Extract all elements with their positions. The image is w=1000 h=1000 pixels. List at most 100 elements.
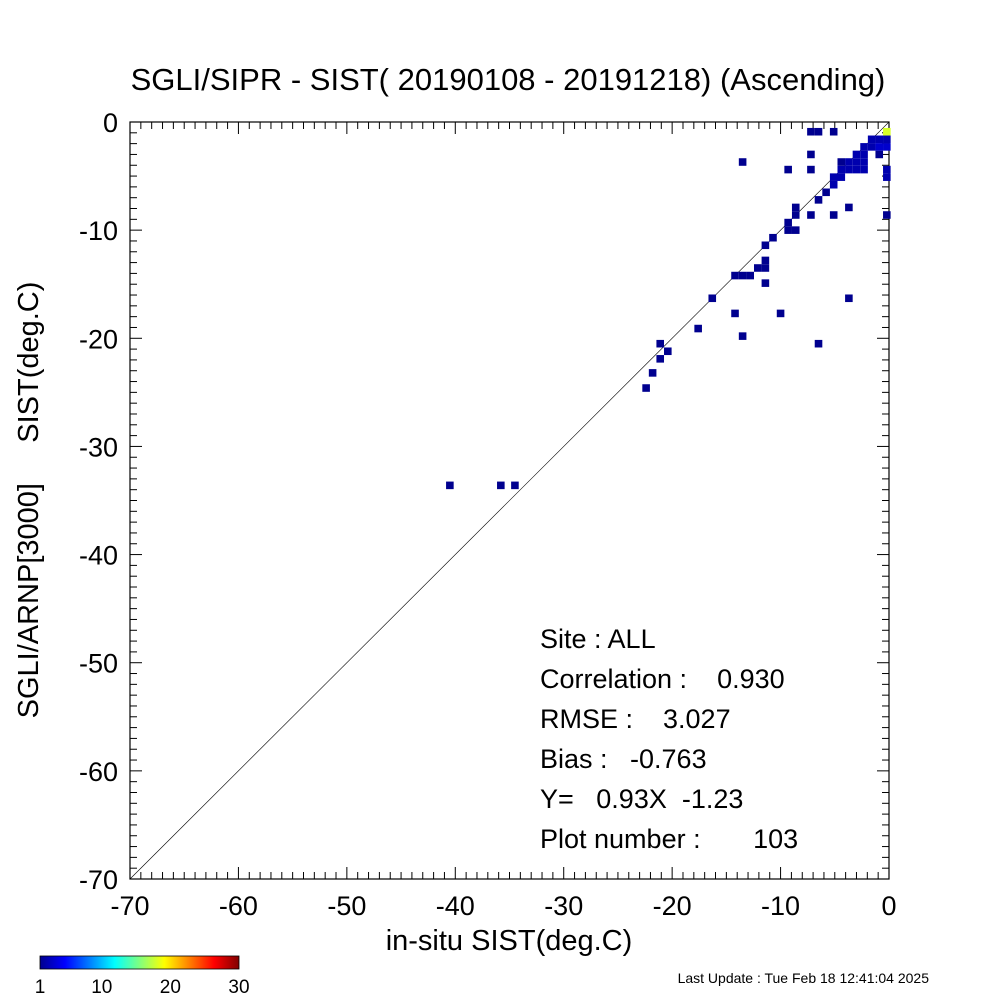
colorbar: 1 10 20 30	[35, 955, 250, 998]
chart-title: SGLI/SIPR - SIST( 20190108 - 20191218) (…	[131, 62, 886, 97]
data-cell	[814, 127, 823, 136]
data-cell	[883, 127, 891, 136]
data-cell	[883, 173, 891, 181]
data-cell	[807, 211, 815, 219]
x-axis-label: in-situ SIST(deg.C)	[386, 925, 633, 957]
data-cell	[761, 256, 770, 265]
data-cell	[845, 158, 853, 166]
axis-ticks	[129, 121, 890, 880]
x-tick-label: -40	[436, 891, 475, 921]
data-cell	[738, 158, 747, 166]
y-tick-label: -60	[79, 757, 118, 787]
data-cell	[738, 332, 747, 340]
x-tick-label: 0	[881, 891, 896, 921]
data-cell	[784, 218, 792, 227]
colorbar-tick-label: 30	[228, 977, 249, 998]
y-tick-label: -30	[79, 432, 118, 462]
data-cell	[852, 165, 861, 174]
data-cell	[829, 127, 838, 136]
data-cell	[837, 158, 846, 166]
data-cell	[860, 158, 868, 166]
data-cell	[784, 165, 792, 174]
data-cell	[664, 347, 672, 356]
data-cell	[776, 309, 785, 318]
data-cell	[648, 369, 657, 377]
data-cell	[829, 173, 838, 181]
data-cell	[694, 324, 702, 333]
data-cell	[814, 339, 823, 348]
stats-box: Site : ALL Correlation : 0.930 RMSE : 3.02…	[540, 624, 798, 854]
x-tick-labels: -70 -60 -50 -40 -30 -20 -10 0	[110, 891, 896, 921]
data-cell	[791, 203, 800, 212]
y-tick-label: -50	[79, 649, 118, 679]
data-cell	[642, 384, 650, 392]
data-cell	[511, 481, 519, 490]
data-cell	[883, 135, 891, 144]
colorbar-labels: 1 10 20 30	[35, 977, 250, 998]
data-cell	[761, 279, 770, 287]
colorbar-gradient	[39, 955, 240, 970]
stat-line: Bias : -0.763	[540, 744, 707, 774]
last-update-text: Last Update : Tue Feb 18 12:41:04 2025	[678, 970, 930, 986]
stat-line: Plot number : 103	[540, 824, 798, 854]
stat-line: Y= 0.93X -1.23	[540, 784, 743, 814]
data-cell	[829, 211, 838, 219]
data-cell	[852, 158, 861, 166]
stat-line: RMSE : 3.027	[540, 704, 731, 734]
stat-line: Site : ALL	[540, 624, 656, 654]
data-cell	[446, 481, 454, 490]
y-tick-label: -20	[79, 324, 118, 354]
x-tick-label: -20	[653, 891, 692, 921]
x-tick-label: -60	[219, 891, 258, 921]
data-cell	[807, 127, 815, 136]
data-cell	[791, 226, 800, 234]
data-cell	[875, 143, 884, 151]
data-cell	[769, 233, 777, 242]
x-tick-label: -10	[761, 891, 800, 921]
y-tick-label: -70	[79, 865, 118, 895]
data-cell	[867, 143, 876, 151]
data-cell	[784, 226, 792, 234]
data-cell	[807, 165, 815, 174]
colorbar-tick-label: 1	[35, 977, 46, 998]
x-tick-label: -70	[110, 891, 149, 921]
data-cell	[497, 481, 505, 490]
y-tick-label: -10	[79, 216, 118, 246]
colorbar-tick-label: 20	[160, 977, 181, 998]
y-axis-label: SGLI/ARNP[3000] SIST(deg.C)	[13, 282, 45, 719]
data-cell	[883, 211, 891, 219]
data-cell	[867, 135, 876, 144]
y-tick-label: -40	[79, 541, 118, 571]
data-cell	[852, 150, 861, 159]
data-cell	[845, 203, 853, 212]
y-tick-labels: 0 -10 -20 -30 -40 -50 -60 -70	[79, 108, 118, 895]
data-cell	[822, 188, 830, 197]
data-cell	[845, 294, 853, 303]
data-cell	[761, 241, 770, 250]
data-cell	[746, 271, 755, 280]
data-cell	[883, 165, 891, 174]
data-cell	[860, 165, 868, 174]
data-cell	[731, 309, 739, 318]
data-cell	[708, 294, 717, 303]
x-tick-label: -50	[327, 891, 366, 921]
data-cell	[875, 135, 884, 144]
data-cell	[791, 211, 800, 219]
data-cells	[446, 127, 891, 490]
data-cell	[860, 143, 868, 151]
data-cell	[837, 173, 846, 181]
data-cell	[814, 196, 823, 204]
y-tick-label: 0	[103, 108, 118, 138]
data-cell	[860, 150, 868, 159]
data-cell	[738, 271, 747, 280]
data-cell	[731, 271, 739, 280]
colorbar-tick-label: 10	[91, 977, 112, 998]
data-cell	[829, 180, 838, 189]
data-cell	[754, 264, 762, 272]
data-cell	[875, 150, 884, 159]
data-cell	[656, 339, 665, 348]
data-cell	[807, 150, 815, 159]
data-cell	[883, 143, 891, 151]
data-cell	[761, 264, 770, 272]
